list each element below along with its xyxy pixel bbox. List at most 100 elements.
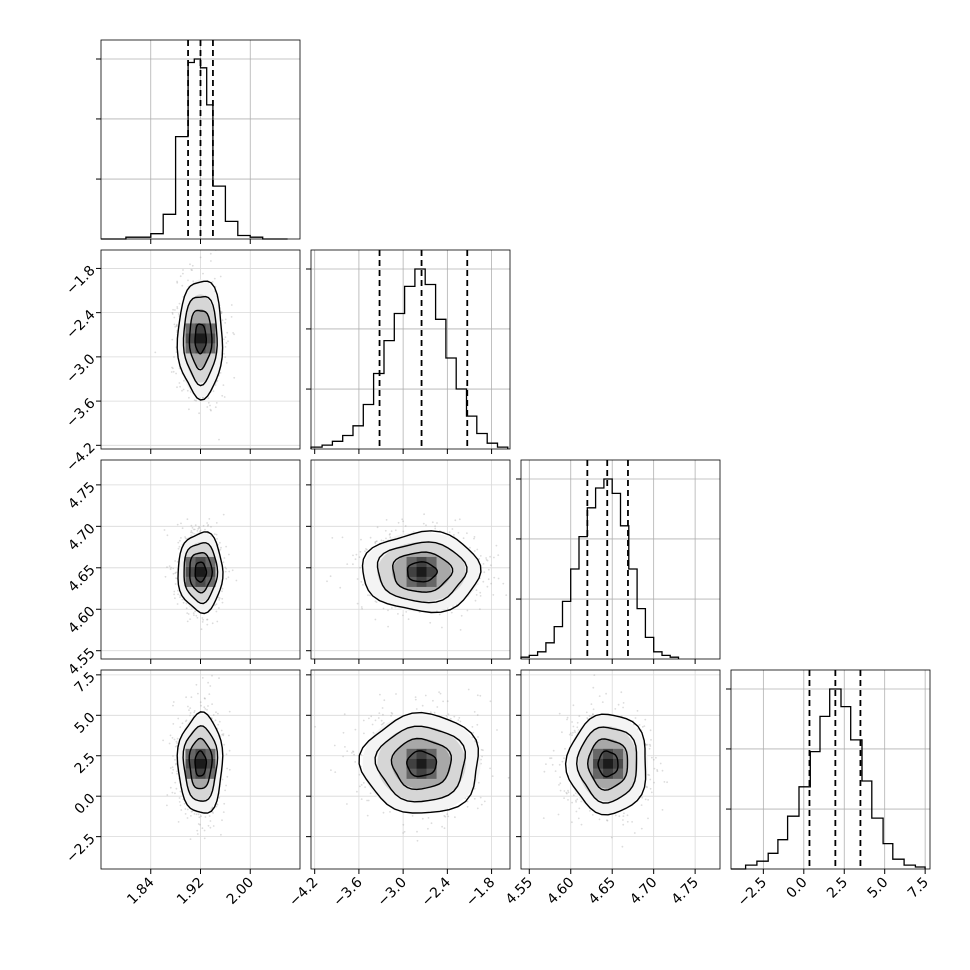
sample-point — [220, 833, 222, 836]
sample-point — [329, 575, 332, 578]
sample-point — [489, 555, 491, 558]
contour-level — [391, 551, 454, 593]
sample-point — [360, 784, 363, 786]
sample-point — [184, 537, 187, 540]
sample-point — [473, 711, 476, 713]
sample-point — [370, 715, 373, 718]
sample-point — [228, 553, 230, 556]
sample-point — [184, 808, 187, 810]
sample-point — [215, 610, 218, 613]
sample-point — [436, 706, 439, 708]
sample-point — [326, 580, 328, 583]
sample-point — [218, 597, 221, 599]
sample-point — [224, 566, 227, 569]
panel-2d-3-2 — [516, 669, 721, 870]
sample-point — [235, 579, 238, 582]
sample-point — [192, 280, 195, 283]
sample-point — [203, 829, 206, 832]
density-cell — [205, 343, 216, 354]
sample-point — [334, 771, 337, 773]
sample-point — [376, 540, 378, 543]
sample-point — [208, 815, 211, 817]
panel-body — [542, 674, 668, 848]
sample-point — [166, 804, 168, 807]
sample-point — [459, 629, 462, 631]
sample-point — [198, 412, 201, 415]
sample-point — [178, 382, 181, 384]
density-cell — [195, 323, 206, 334]
sample-point — [211, 281, 214, 283]
sample-point — [346, 563, 349, 565]
density-cell — [406, 748, 417, 759]
sample-point — [475, 589, 478, 591]
sample-point — [187, 279, 189, 282]
sample-point — [186, 817, 189, 819]
sample-point — [576, 726, 579, 729]
sample-point — [170, 371, 173, 373]
density-cell — [185, 758, 196, 769]
sample-point — [351, 752, 353, 754]
sample-point — [170, 566, 173, 569]
sample-point — [457, 719, 460, 721]
sample-point — [198, 526, 200, 528]
sample-point — [201, 677, 204, 679]
sample-point — [219, 541, 221, 544]
sample-point — [176, 603, 179, 605]
sample-point — [186, 612, 189, 614]
sample-point — [414, 696, 417, 698]
panel-2d-2-1 — [306, 459, 511, 664]
sample-point — [356, 602, 359, 605]
sample-point — [163, 529, 166, 531]
sample-point — [383, 721, 385, 724]
panel-2d-1-0 — [100, 249, 301, 454]
sample-point — [171, 366, 173, 369]
sample-point — [166, 534, 169, 537]
sample-point — [176, 742, 179, 745]
contour-level — [390, 737, 453, 791]
sample-point — [174, 325, 177, 328]
sample-point — [177, 717, 180, 720]
sample-point — [511, 772, 513, 774]
sample-point — [227, 576, 230, 579]
panel-body — [326, 513, 508, 631]
sample-point — [209, 826, 212, 829]
sample-point — [359, 785, 361, 788]
sample-point — [182, 272, 184, 275]
sample-point — [228, 710, 231, 713]
sample-point — [221, 601, 224, 604]
gridlines — [521, 670, 720, 869]
contour-level — [176, 280, 224, 401]
sample-point — [645, 743, 647, 746]
sample-point — [169, 734, 172, 737]
sample-point — [648, 747, 651, 750]
panel-body — [154, 250, 236, 441]
hist-series — [310, 268, 509, 449]
sample-point — [572, 704, 575, 707]
sample-point — [415, 708, 418, 710]
density-cell — [426, 566, 437, 577]
sample-point — [181, 284, 184, 287]
sample-point — [471, 726, 474, 728]
sample-point — [193, 614, 195, 616]
density-cell — [205, 748, 216, 759]
sample-point — [430, 822, 433, 825]
sample-point — [191, 264, 194, 267]
sample-point — [364, 786, 366, 788]
sample-point — [190, 530, 193, 532]
sample-point — [224, 322, 227, 324]
sample-point — [197, 692, 199, 695]
sample-point — [356, 790, 358, 793]
sample-point — [621, 845, 624, 848]
sample-point — [189, 838, 192, 840]
sample-point — [397, 521, 400, 524]
sample-point — [566, 716, 569, 719]
sample-point — [367, 594, 369, 597]
sample-point — [447, 713, 450, 716]
sample-point — [477, 736, 479, 738]
sample-point — [175, 787, 178, 790]
sample-point — [374, 719, 377, 722]
sample-point — [209, 252, 212, 255]
sample-point — [191, 269, 194, 271]
sample-point — [225, 753, 228, 756]
sample-point — [154, 351, 157, 354]
